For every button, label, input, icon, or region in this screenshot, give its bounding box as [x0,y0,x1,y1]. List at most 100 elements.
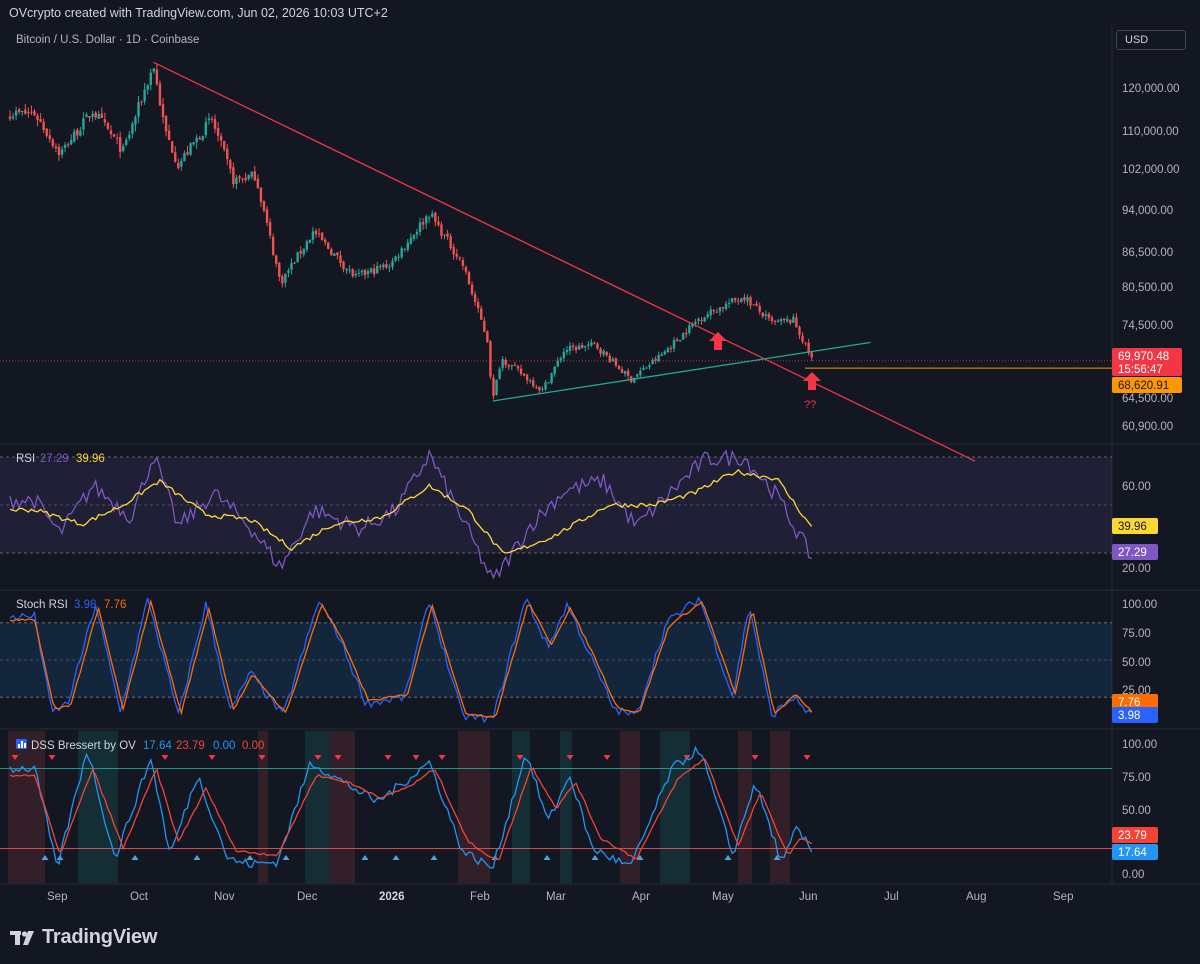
candle-body [109,130,113,135]
question-annotation: ?? [804,399,816,411]
level-price-tag [1112,377,1182,393]
buy-signal-icon [543,855,551,860]
candle-body [489,341,492,377]
candle-body [232,167,235,185]
candle-body [320,232,324,241]
candle-body [207,118,211,121]
candle-body [131,123,134,134]
candle-body [669,348,673,350]
candle-body [299,250,302,254]
candle-body [740,298,743,302]
candle-body [795,317,798,328]
time-label: Jul [884,891,899,903]
candle-body [354,273,357,276]
chart-icon [16,739,27,749]
candle-body [400,248,403,258]
candle-body [519,368,523,375]
candle-body [703,317,706,322]
candle-body [498,368,501,379]
candle-body [125,139,128,145]
rsi-ma-tag-value: 39.96 [1118,521,1147,533]
candle-body [651,359,654,365]
candle-body [409,237,413,244]
candle-body [140,101,143,103]
candle-body [385,263,388,268]
candle-body [336,252,339,256]
candle-body [467,272,471,285]
dss-tick: 75.00 [1122,772,1151,784]
candle-body [198,137,201,140]
candle-body [115,137,119,139]
rsi-tick: 20.00 [1122,563,1151,575]
candle-body [94,112,97,118]
candle-body [70,140,73,145]
price-tick: 74,500.00 [1122,320,1173,332]
candle-body [342,261,345,269]
oscillator-line [9,745,813,869]
candle-body [581,344,584,349]
candle-body [363,269,367,276]
time-label: Jun [799,891,818,903]
stoch-d-tag-value: 7.76 [1118,697,1140,709]
candle-body [290,263,293,270]
candle-body [262,201,266,211]
candle-body [415,231,419,235]
candle-body [574,346,578,351]
candle-body [351,269,354,277]
candle-body [57,146,61,156]
candle-body [76,129,79,136]
buy-signal-icon [41,855,49,860]
candle-body [724,303,728,309]
candle-body [470,284,474,295]
candle-body [24,109,27,114]
dss-panel [0,731,1112,883]
candle-body [73,131,76,142]
candle-body [418,222,422,232]
dss-value-4: 0.00 [242,740,264,752]
candle-body [287,270,290,273]
candle-body [79,130,82,136]
candle-body [376,266,379,274]
price-tick: 60,900.00 [1122,421,1173,433]
candle-body [547,382,550,384]
candle-body [21,111,24,113]
buy-signal-icon [246,855,254,860]
rsi-tag-value: 27.29 [1118,547,1147,559]
candle-body [122,146,125,151]
candle-body [146,85,149,90]
sell-signal-icon [803,755,811,760]
symbol-title: Bitcoin / U.S. Dollar · 1D · Coinbase [16,34,199,46]
sell-signal-icon [516,755,524,760]
candle-body [571,345,575,347]
dss-zone [512,731,530,883]
candle-body [645,367,648,369]
candle-body [379,266,382,268]
candle-body [593,343,596,345]
candle-body [259,187,263,202]
candle-body [431,213,434,217]
currency-button[interactable]: USD [1116,30,1186,50]
time-label: Oct [130,891,149,903]
candle-body [192,142,195,145]
candle-body [776,320,780,322]
dss-zone [738,731,752,883]
candle-body [39,119,42,122]
candle-body [501,359,504,368]
stoch-k-tag [1112,707,1158,723]
candle-body [152,68,156,72]
candle-body [522,373,526,376]
stoch-tick: 75.00 [1122,628,1151,640]
candle-body [541,388,544,390]
buy-signal-icon [392,855,400,860]
candle-body [250,171,253,177]
chart-canvas[interactable]: Bitcoin / U.S. Dollar · 1D · Coinbase 12… [0,26,1200,914]
candle-body [268,222,272,236]
sell-signal-icon [258,755,266,760]
buy-signal-icon [591,855,599,860]
level-price-value: 68,620.91 [1118,380,1169,392]
stoch-d-tag [1112,694,1158,710]
candle-body [60,149,64,155]
candle-body [786,318,789,322]
bar-countdown: 15:56:47 [1118,364,1163,376]
candle-body [118,137,122,152]
